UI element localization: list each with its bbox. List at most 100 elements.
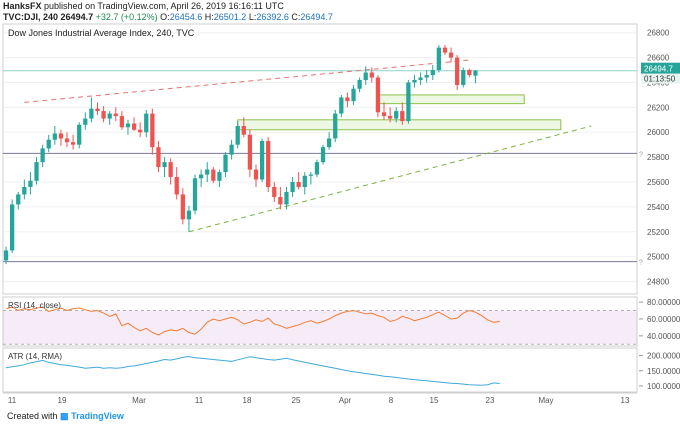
rsi-band — [3, 310, 637, 345]
candle-body — [101, 111, 106, 119]
candle-body — [448, 52, 454, 58]
candle-body — [119, 116, 125, 128]
candle-body — [333, 113, 338, 139]
atr-title: ATR (14, RMA) — [8, 352, 62, 361]
main-pane-frame — [2, 23, 638, 295]
candle-body — [394, 111, 399, 119]
candle-body — [412, 79, 417, 83]
atr-pane-frame — [2, 347, 638, 393]
created-with-text: Created with — [7, 411, 58, 421]
candle-body — [16, 194, 21, 205]
countdown-tag — [641, 73, 680, 84]
candle-body — [284, 191, 289, 205]
main-y-tick-label: 25600 — [647, 178, 670, 187]
candle-body — [357, 79, 362, 89]
main-y-tick-label: 26200 — [647, 103, 670, 112]
candle-body — [455, 57, 460, 85]
publisher-name[interactable]: HanksFX — [3, 1, 42, 11]
support-zone — [237, 119, 562, 131]
countdown-label: 01:13:50 — [644, 75, 676, 84]
candle-body — [387, 116, 393, 119]
x-tick-label: 15 — [430, 396, 439, 405]
tradingview-brand: TradingView — [71, 411, 124, 421]
candle-body — [290, 182, 295, 192]
candle-body — [64, 138, 70, 143]
candle-body — [400, 111, 405, 122]
candle-body — [211, 169, 216, 181]
candle-body — [253, 169, 259, 180]
candle-body — [3, 250, 9, 261]
main-y-tick-label: 25000 — [647, 253, 670, 262]
rsi-title: RSI (14, close) — [8, 301, 61, 310]
x-tick-label: 13 — [621, 396, 630, 405]
price-tag-label: 26494.7 — [644, 65, 673, 74]
candle-body — [95, 108, 100, 112]
price-tag — [641, 62, 680, 74]
candle-body — [339, 97, 344, 114]
candle-body — [180, 194, 185, 220]
close-value: 26494.7 — [300, 12, 333, 22]
tradingview-logo[interactable]: ▩ TradingView — [60, 411, 124, 421]
candle-body — [58, 133, 64, 139]
main-y-tick-label: 26000 — [647, 128, 670, 137]
candle-body — [369, 72, 374, 78]
candle-body — [77, 124, 82, 145]
resistance-trendline — [24, 59, 470, 103]
candle-body — [205, 169, 210, 175]
price-change: +32.7 (+0.12%) — [95, 12, 158, 22]
candle-body — [217, 172, 222, 181]
candle-body — [131, 123, 137, 130]
atr-y-tick-label: 150.000000 — [647, 367, 680, 376]
candle-body — [156, 147, 161, 168]
candle-body — [162, 162, 167, 168]
main-y-tick-label: 25400 — [647, 203, 670, 212]
candle-body — [34, 162, 39, 181]
published-text: published on TradingView.com, April 26, … — [44, 1, 284, 11]
candle-body — [442, 47, 448, 53]
main-y-tick-label: 26600 — [647, 54, 670, 63]
horizontal-line-marker: ? — [639, 151, 643, 158]
candle-body — [28, 180, 33, 187]
candle-body — [406, 82, 411, 122]
candle-body — [83, 118, 88, 125]
x-tick-label: 23 — [486, 396, 495, 405]
publisher-line: HanksFX published on TradingView.com, Ap… — [3, 1, 284, 11]
candle-body — [10, 204, 15, 251]
candle-body — [320, 147, 326, 163]
candle-body — [473, 70, 478, 76]
horizontal-line-marker: ? — [639, 260, 643, 267]
candle-body — [52, 133, 57, 140]
x-tick-label: 8 — [389, 396, 394, 405]
candle-body — [296, 182, 301, 187]
candle-body — [144, 113, 149, 133]
candle-body — [235, 126, 240, 145]
low-value: 26392.6 — [256, 12, 289, 22]
candle-body — [461, 70, 466, 85]
main-y-tick-label: 25200 — [647, 228, 670, 237]
candle-body — [467, 70, 472, 76]
candle-body — [40, 148, 45, 163]
candle-body — [107, 113, 112, 119]
candle-body — [259, 140, 265, 180]
candle-body — [89, 108, 94, 119]
candle-body — [430, 70, 435, 76]
main-y-tick-label: 25800 — [647, 153, 670, 162]
x-tick-label: Apr — [339, 396, 352, 405]
x-tick-label: 11 — [195, 396, 204, 405]
candle-body — [168, 162, 173, 178]
atr-y-tick-label: 100.000000 — [647, 382, 680, 391]
open-value: 26454.6 — [169, 12, 203, 22]
main-y-tick-label: 24800 — [647, 278, 670, 287]
candle-body — [150, 113, 155, 148]
candle-body — [302, 175, 307, 187]
candle-body — [278, 196, 283, 205]
x-tick-label: 18 — [243, 396, 252, 405]
candle-body — [241, 126, 246, 135]
rsi-y-tick-label: 80.000000 — [647, 298, 680, 307]
ohlc-line: TVC:DJI, 240 26494.7 +32.7 (+0.12%) O:26… — [3, 12, 333, 22]
footer-credit: Created with ▩ TradingView — [7, 411, 124, 422]
candle-body — [436, 47, 442, 71]
candle-body — [327, 138, 332, 148]
rsi-line — [5, 306, 500, 336]
